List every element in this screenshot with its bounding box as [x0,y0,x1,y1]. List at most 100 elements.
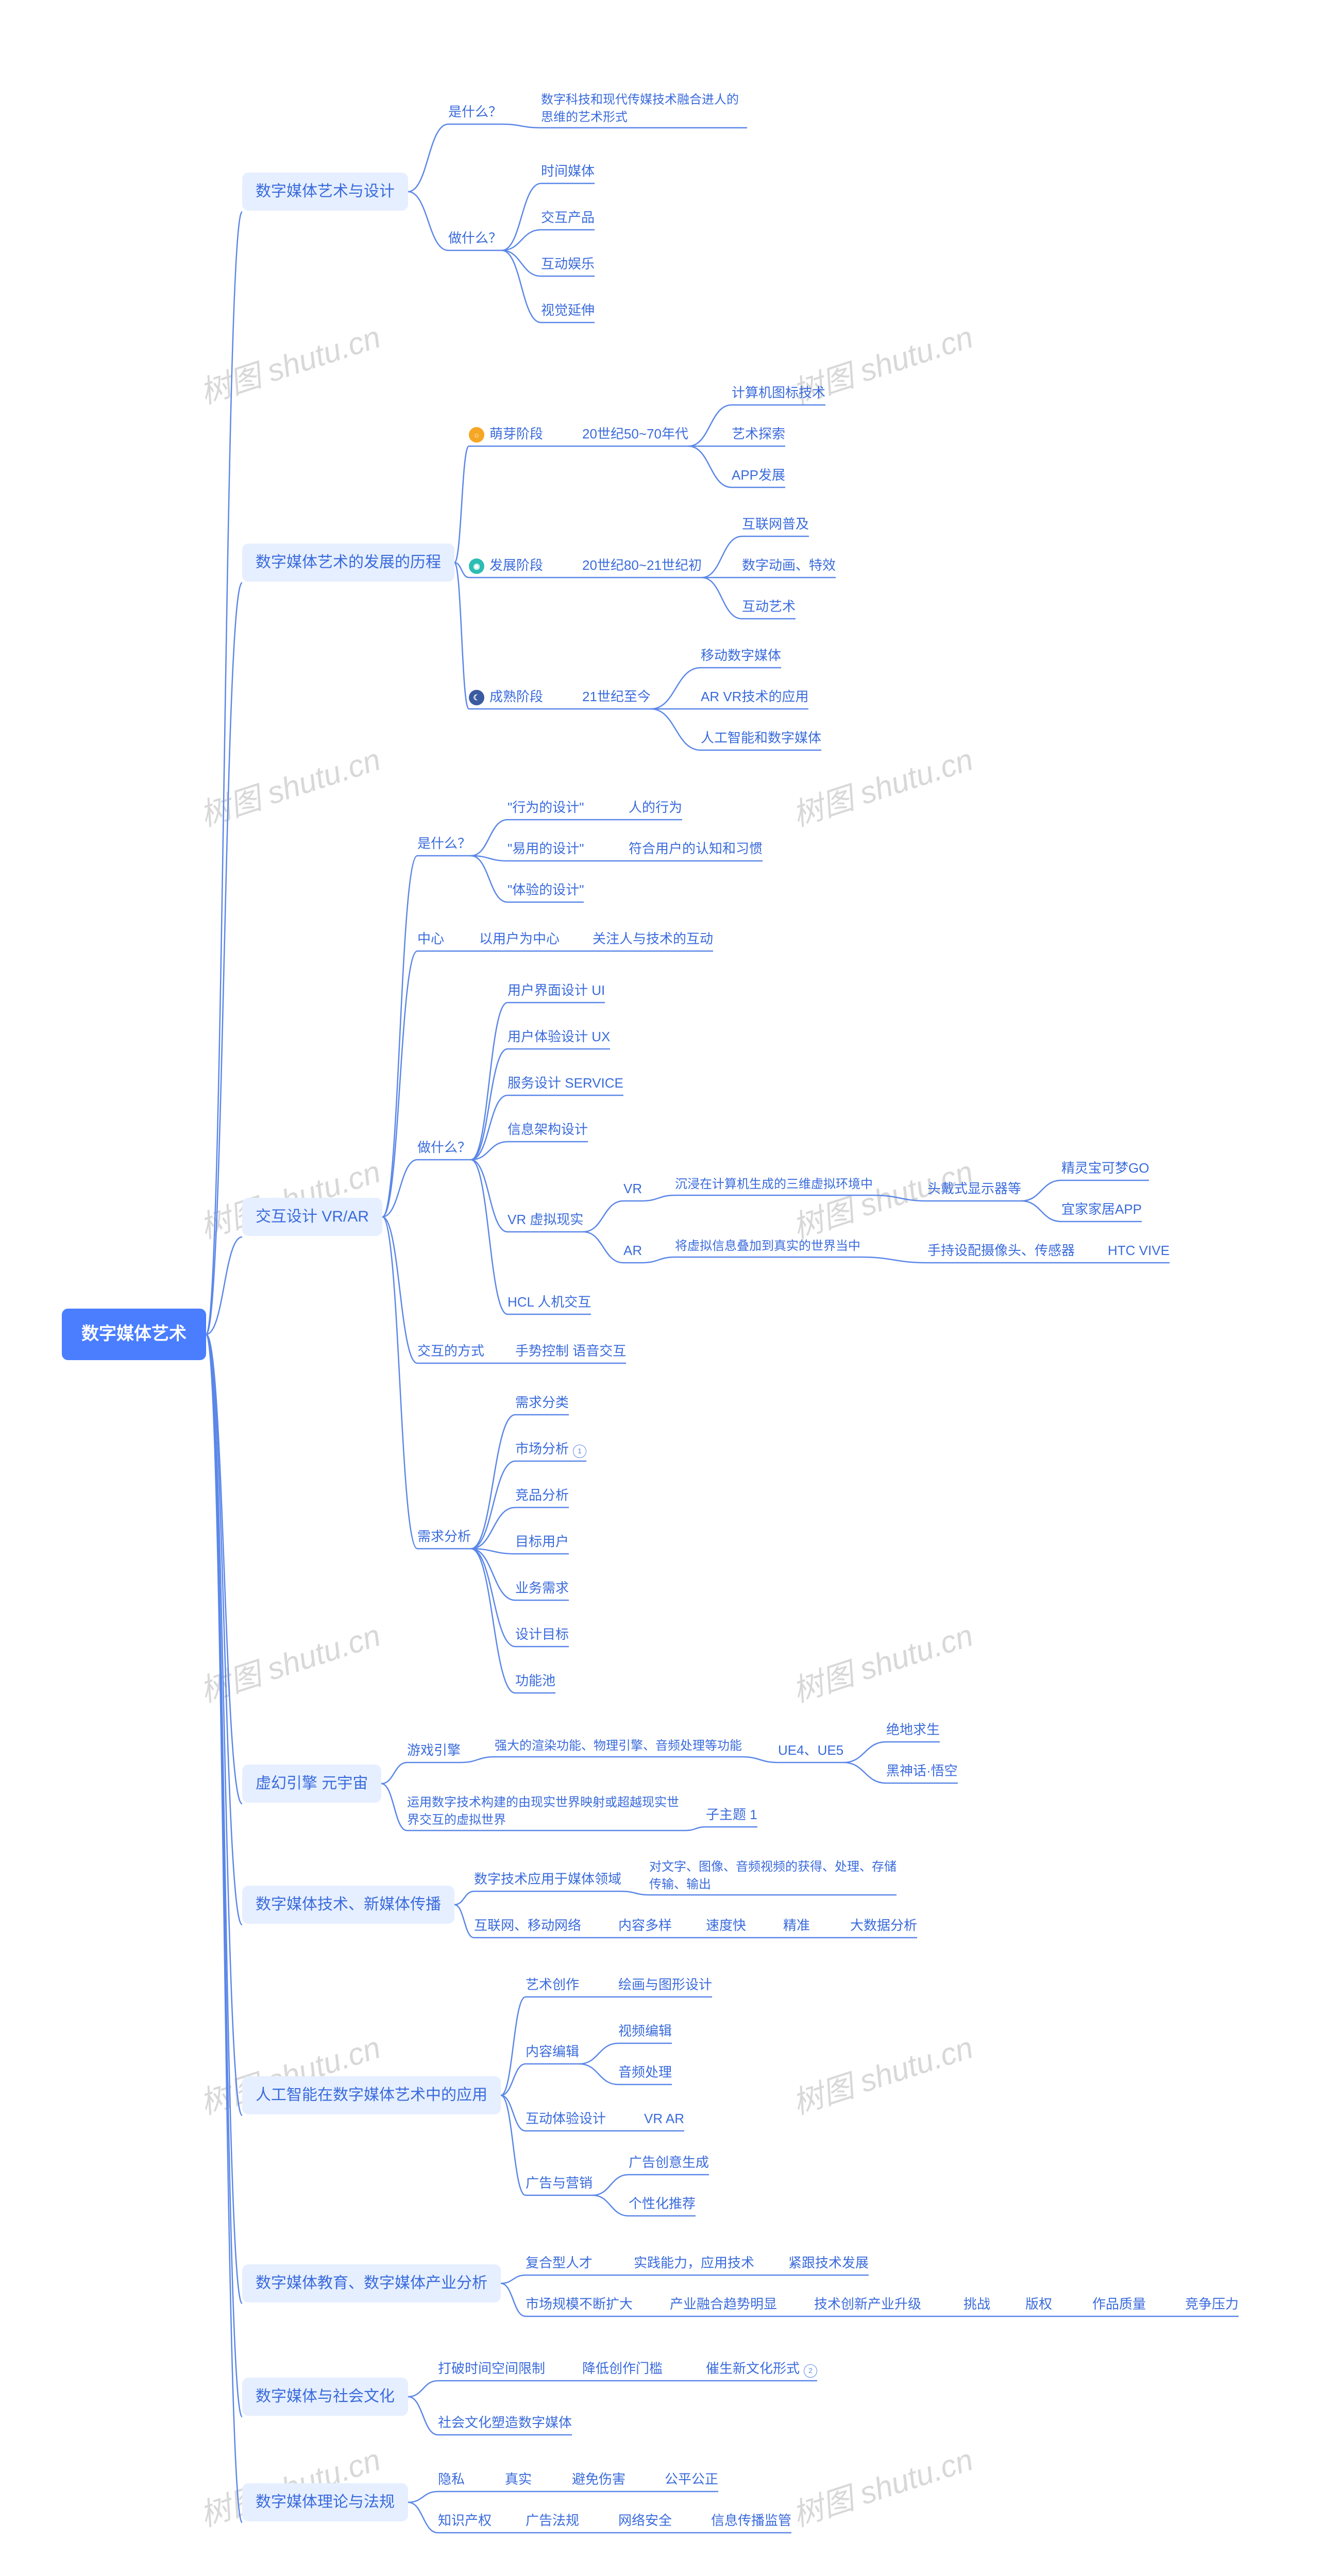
s5-b1[interactable]: 内容多样 [618,1914,672,1937]
s3-do[interactable]: 做什么？ [417,1136,471,1159]
s6-b1[interactable]: 视频编辑 [618,2020,672,2042]
s3-req3[interactable]: 竞品分析 [515,1484,569,1506]
s8-a2[interactable]: 催生新文化形式2 [706,2357,817,2380]
s4-engine2[interactable]: UE4、UE5 [778,1739,843,1761]
s7-a1[interactable]: 实践能力，应用技术 [634,2251,754,2274]
section-s1[interactable]: 数字媒体艺术与设计 [242,173,408,211]
s7-b1[interactable]: 产业融合趋势明显 [670,2293,777,2315]
s3-center[interactable]: 中心 [417,927,444,950]
s2-phase1-c[interactable]: APP发展 [732,464,785,486]
s4-meta1[interactable]: 子主题 1 [706,1803,757,1826]
s3-what1v[interactable]: 人的行为 [629,796,682,819]
s5-b[interactable]: 互联网、移动网络 [474,1914,581,1937]
s3-inter[interactable]: 交互的方式 [417,1340,484,1362]
s7-a[interactable]: 复合型人才 [526,2251,593,2274]
s1-do-4[interactable]: 视觉延伸 [541,299,595,321]
s6-c1[interactable]: VR AR [644,2107,684,2130]
s3-center2[interactable]: 关注人与技术的互动 [593,927,713,950]
s6-d1[interactable]: 广告创意生成 [629,2151,709,2174]
section-s8[interactable]: 数字媒体与社会文化 [242,2378,408,2416]
s7-b2[interactable]: 技术创新产业升级 [814,2293,921,2315]
s3-do4[interactable]: 信息架构设计 [508,1118,588,1141]
s3-center1[interactable]: 以用户为中心 [479,927,560,950]
s3-do5[interactable]: VR 虚拟现实 [508,1208,583,1231]
s5-a[interactable]: 数字技术应用于媒体领域 [474,1868,621,1890]
s3-do2[interactable]: 用户体验设计 UX [508,1025,610,1048]
root-node[interactable]: 数字媒体艺术 [62,1309,206,1360]
s2-phase1[interactable]: ☼萌芽阶段 [469,422,543,445]
s2-phase1-era[interactable]: 20世纪50~70年代 [582,422,688,445]
s1-do-2[interactable]: 交互产品 [541,206,595,229]
s3-req[interactable]: 需求分析 [417,1525,471,1548]
section-s7[interactable]: 数字媒体教育、数字媒体产业分析 [242,2264,501,2302]
s6-d2[interactable]: 个性化推荐 [629,2192,696,2215]
s3-req2[interactable]: 市场分析1 [515,1437,586,1460]
s3-inter1[interactable]: 手势控制 语音交互 [515,1340,626,1362]
section-s9[interactable]: 数字媒体理论与法规 [242,2483,408,2521]
s6-c[interactable]: 互动体验设计 [526,2107,606,2130]
s3-what2v[interactable]: 符合用户的认知和习惯 [629,837,763,860]
s8-a[interactable]: 打破时间空间限制 [438,2357,545,2380]
s3-req6[interactable]: 设计目标 [515,1623,569,1646]
s6-a1[interactable]: 绘画与图形设计 [618,1973,712,1996]
s3-req4[interactable]: 目标用户 [515,1530,569,1553]
s3-what2[interactable]: "易用的设计" [508,837,584,860]
s3-req7[interactable]: 功能池 [515,1669,555,1692]
s9-b[interactable]: 知识产权 [438,2509,492,2532]
s3-do3[interactable]: 服务设计 SERVICE [508,1072,623,1094]
section-s6[interactable]: 人工智能在数字媒体艺术中的应用 [242,2076,501,2114]
s8-b[interactable]: 社会文化塑造数字媒体 [438,2411,572,2434]
s5-b4[interactable]: 大数据分析 [850,1914,917,1937]
s6-b[interactable]: 内容编辑 [526,2040,579,2063]
s9-a2[interactable]: 避免伤害 [572,2468,625,2490]
s3-do6[interactable]: HCL 人机交互 [508,1291,591,1313]
s3-do5-vr2b[interactable]: 宜家家居APP [1061,1198,1142,1221]
s9-b3[interactable]: 信息传播监管 [711,2509,791,2532]
s3-do5-ar2[interactable]: 手持设配摄像头、传感器 [927,1239,1075,1262]
s7-b4[interactable]: 版权 [1025,2293,1052,2315]
section-s3[interactable]: 交互设计 VR/AR [242,1198,382,1236]
s5-b2[interactable]: 速度快 [706,1914,746,1937]
s9-a[interactable]: 隐私 [438,2468,465,2490]
s3-do5-ar[interactable]: AR [623,1239,642,1262]
section-s4[interactable]: 虚幻引擎 元宇宙 [242,1765,381,1803]
s1-do-1[interactable]: 时间媒体 [541,160,595,182]
s3-what1[interactable]: "行为的设计" [508,796,584,819]
s6-d[interactable]: 广告与营销 [526,2172,593,2194]
s2-phase3-a[interactable]: 移动数字媒体 [701,644,781,667]
s2-phase2-c[interactable]: 互动艺术 [742,595,796,618]
s5-b3[interactable]: 精准 [783,1914,810,1937]
s2-phase3-era[interactable]: 21世纪至今 [582,685,651,708]
s1-what[interactable]: 是什么？ [448,100,502,123]
s3-do5-ar3[interactable]: HTC VIVE [1108,1239,1170,1262]
s3-req5[interactable]: 业务需求 [515,1577,569,1599]
s7-a2[interactable]: 紧跟技术发展 [788,2251,869,2274]
s2-phase2-era[interactable]: 20世纪80~21世纪初 [582,554,702,577]
s3-what[interactable]: 是什么？ [417,832,471,855]
s9-a3[interactable]: 公平公正 [665,2468,718,2490]
s7-b5[interactable]: 作品质量 [1092,2293,1146,2315]
s4-engine[interactable]: 游戏引擎 [407,1739,461,1761]
s3-do5-vr[interactable]: VR [623,1177,642,1200]
s3-what3[interactable]: "体验的设计" [508,878,584,901]
s8-a1[interactable]: 降低创作门槛 [582,2357,663,2380]
s3-do5-vr2a[interactable]: 精灵宝可梦GO [1061,1157,1149,1179]
s3-do5-vr2[interactable]: 头戴式显示器等 [927,1177,1021,1200]
s6-a[interactable]: 艺术创作 [526,1973,579,1996]
s4-engine2b[interactable]: 黑神话·悟空 [886,1759,958,1782]
s2-phase2-b[interactable]: 数字动画、特效 [742,554,836,577]
s9-b1[interactable]: 广告法规 [526,2509,579,2532]
s6-b2[interactable]: 音频处理 [618,2061,672,2083]
s2-phase1-b[interactable]: 艺术探索 [732,422,785,445]
s2-phase2-a[interactable]: 互联网普及 [742,513,809,535]
s2-phase2[interactable]: ◉发展阶段 [469,554,543,577]
s7-b[interactable]: 市场规模不断扩大 [526,2293,633,2315]
s9-b2[interactable]: 网络安全 [618,2509,672,2532]
s3-do1[interactable]: 用户界面设计 UI [508,979,605,1002]
s2-phase3[interactable]: ☾成熟阶段 [469,685,543,708]
s3-req1[interactable]: 需求分类 [515,1391,569,1414]
s7-b3[interactable]: 挑战 [963,2293,990,2315]
s2-phase3-c[interactable]: 人工智能和数字媒体 [701,726,821,749]
s2-phase1-a[interactable]: 计算机图标技术 [732,381,825,404]
s2-phase3-b[interactable]: AR VR技术的应用 [701,685,808,708]
